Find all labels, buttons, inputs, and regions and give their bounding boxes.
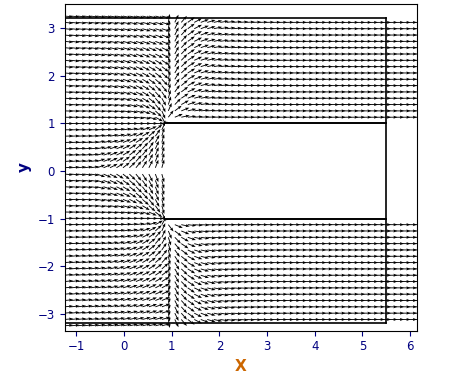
Y-axis label: y: y [17, 163, 32, 172]
Bar [164, 123, 385, 218]
X-axis label: X: X [235, 359, 246, 374]
